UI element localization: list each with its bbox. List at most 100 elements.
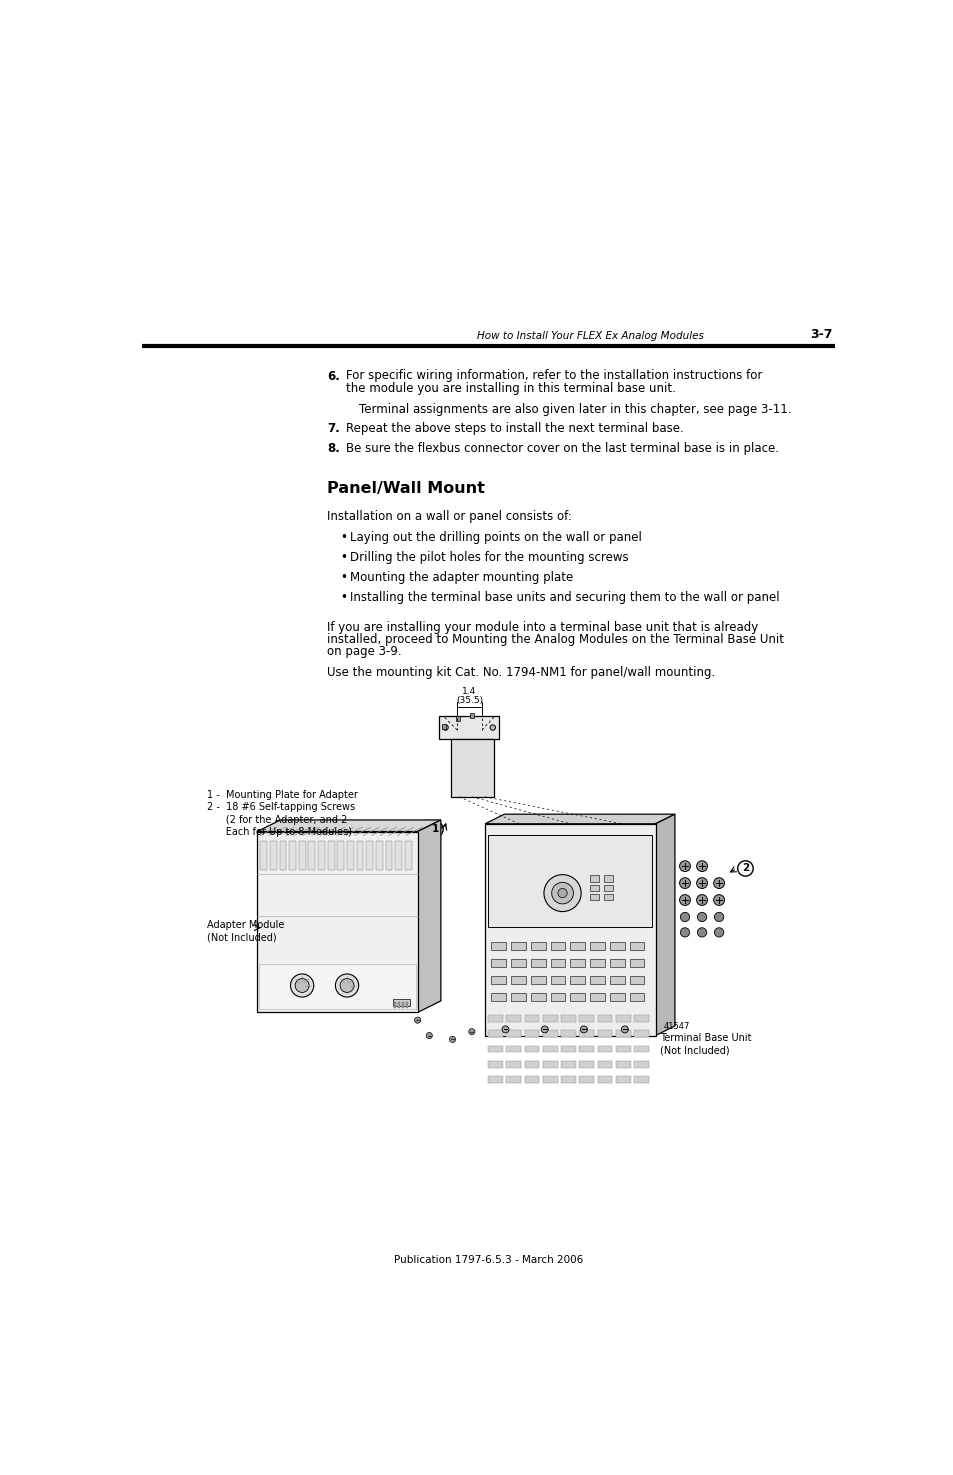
Text: Repeat the above steps to install the next terminal base.: Repeat the above steps to install the ne… xyxy=(345,422,682,435)
Bar xyxy=(257,832,417,1012)
Polygon shape xyxy=(484,814,674,825)
Bar xyxy=(634,1077,648,1083)
Bar xyxy=(634,1061,648,1068)
Bar xyxy=(524,1077,538,1083)
Bar xyxy=(634,1030,648,1037)
Bar xyxy=(397,1003,399,1007)
Bar xyxy=(404,841,411,870)
Bar xyxy=(406,1003,407,1007)
Text: •: • xyxy=(340,571,347,584)
Bar xyxy=(629,943,643,950)
Bar xyxy=(603,894,612,900)
Circle shape xyxy=(696,878,707,888)
Text: 2: 2 xyxy=(741,863,748,873)
Text: 6.: 6. xyxy=(327,370,339,382)
Circle shape xyxy=(679,913,689,922)
Bar xyxy=(289,841,295,870)
Bar xyxy=(570,943,584,950)
Circle shape xyxy=(294,978,309,993)
Bar xyxy=(328,841,335,870)
Bar xyxy=(298,841,305,870)
Bar xyxy=(337,841,344,870)
Bar xyxy=(616,1077,630,1083)
Circle shape xyxy=(543,875,580,912)
Circle shape xyxy=(579,1027,587,1032)
Bar xyxy=(590,976,604,984)
Circle shape xyxy=(540,1027,548,1032)
Bar xyxy=(279,841,286,870)
Text: How to Install Your FLEX Ex Analog Modules: How to Install Your FLEX Ex Analog Modul… xyxy=(477,330,703,341)
Bar xyxy=(570,976,584,984)
Bar xyxy=(506,1015,520,1022)
Circle shape xyxy=(696,895,707,906)
Bar xyxy=(317,841,325,870)
Circle shape xyxy=(697,928,706,937)
Bar xyxy=(260,841,267,870)
Text: 8.: 8. xyxy=(327,442,339,454)
Bar xyxy=(550,993,565,1002)
Bar xyxy=(366,841,373,870)
Text: •: • xyxy=(340,531,347,544)
Bar xyxy=(530,976,545,984)
Bar xyxy=(598,1046,612,1053)
Circle shape xyxy=(620,1027,628,1032)
Polygon shape xyxy=(417,820,440,1012)
Circle shape xyxy=(442,724,448,730)
Bar xyxy=(506,1077,520,1083)
Circle shape xyxy=(714,913,723,922)
Bar xyxy=(524,1015,538,1022)
Bar xyxy=(491,959,505,968)
Bar xyxy=(491,993,505,1002)
Bar xyxy=(616,1061,630,1068)
Circle shape xyxy=(551,882,573,904)
Bar xyxy=(441,724,445,729)
Bar xyxy=(578,1015,594,1022)
Bar xyxy=(598,1061,612,1068)
Circle shape xyxy=(713,878,723,888)
Bar xyxy=(629,993,643,1002)
Text: If you are installing your module into a terminal base unit that is already: If you are installing your module into a… xyxy=(327,621,758,634)
Circle shape xyxy=(679,928,689,937)
Text: Terminal Base Unit: Terminal Base Unit xyxy=(659,1034,751,1043)
Bar xyxy=(609,993,624,1002)
Bar xyxy=(530,943,545,950)
Text: Publication 1797-6.5.3 - March 2006: Publication 1797-6.5.3 - March 2006 xyxy=(394,1255,583,1266)
Bar xyxy=(456,715,459,721)
Text: Drilling the pilot holes for the mounting screws: Drilling the pilot holes for the mountin… xyxy=(350,552,628,565)
Circle shape xyxy=(697,913,706,922)
Bar xyxy=(570,959,584,968)
Bar xyxy=(488,835,652,926)
Bar xyxy=(598,1077,612,1083)
Bar xyxy=(560,1015,576,1022)
Circle shape xyxy=(737,861,753,876)
Bar xyxy=(578,1077,594,1083)
Text: •: • xyxy=(340,591,347,605)
Circle shape xyxy=(427,822,443,836)
Bar xyxy=(530,993,545,1002)
Bar xyxy=(550,959,565,968)
Circle shape xyxy=(468,1028,475,1035)
Bar xyxy=(375,841,382,870)
Circle shape xyxy=(679,861,690,872)
Bar xyxy=(393,999,410,1006)
Bar xyxy=(524,1030,538,1037)
Bar xyxy=(470,712,474,718)
Bar xyxy=(634,1046,648,1053)
Bar xyxy=(506,1061,520,1068)
Bar xyxy=(589,885,598,891)
Bar xyxy=(506,1046,520,1053)
Bar xyxy=(590,993,604,1002)
Bar xyxy=(590,959,604,968)
Text: 3-7: 3-7 xyxy=(809,327,831,341)
Bar xyxy=(570,993,584,1002)
Bar xyxy=(542,1077,557,1083)
Bar xyxy=(560,1030,576,1037)
Text: For specific wiring information, refer to the installation instructions for: For specific wiring information, refer t… xyxy=(345,370,761,382)
Text: Panel/Wall Mount: Panel/Wall Mount xyxy=(327,481,484,496)
Bar xyxy=(542,1030,557,1037)
Text: Adapter Module: Adapter Module xyxy=(207,920,284,931)
Text: (Not Included): (Not Included) xyxy=(207,932,276,943)
Bar xyxy=(530,959,545,968)
Bar xyxy=(560,1077,576,1083)
Text: Installation on a wall or panel consists of:: Installation on a wall or panel consists… xyxy=(327,510,571,522)
